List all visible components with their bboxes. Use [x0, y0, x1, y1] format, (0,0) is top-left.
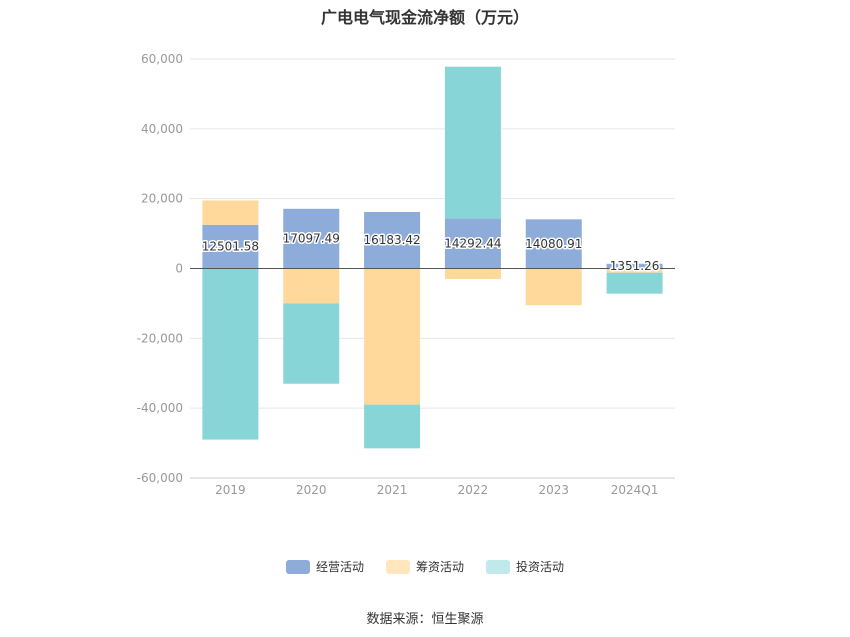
axes: 60,000 40,000 20,000 0 -20,000 -40,000 -60,000… — [137, 52, 675, 497]
data-label: 16183.42 — [363, 233, 420, 247]
data-label: 12501.58 — [202, 240, 259, 254]
legend-item[interactable]: 投资活动 — [486, 558, 564, 575]
legend-item[interactable]: 筹资活动 — [385, 558, 464, 575]
bar-segment[interactable] — [444, 218, 501, 269]
bar-segment[interactable] — [364, 404, 421, 449]
y-tick-label: -20,000 — [137, 331, 183, 345]
chart-title: 广电电气现金流净额（万元） — [320, 8, 529, 27]
x-tick-label: 2020 — [296, 483, 327, 497]
y-tick-label: 0 — [175, 262, 183, 276]
data-label: 1351.26 — [610, 259, 660, 273]
data-label: 14080.91 — [525, 237, 582, 251]
bar-segment[interactable] — [606, 263, 663, 269]
bar-segment[interactable] — [283, 303, 340, 384]
legend-swatch — [385, 559, 410, 574]
x-tick-label: 2019 — [215, 483, 246, 497]
bar-segment[interactable] — [525, 219, 582, 269]
bar-segment[interactable] — [202, 268, 259, 440]
bar-segment[interactable] — [525, 268, 582, 306]
gridlines — [190, 58, 675, 479]
legend-item[interactable]: 经营活动 — [285, 558, 364, 575]
legend: 经营活动 筹资活动 投资活动 — [0, 558, 850, 575]
bar-segment[interactable] — [283, 208, 340, 269]
y-tick-label: 40,000 — [141, 122, 183, 136]
bar-segment[interactable] — [364, 211, 421, 269]
bar-segment[interactable] — [202, 224, 259, 269]
x-tick-label: 2021 — [377, 483, 408, 497]
bar-segment[interactable] — [202, 200, 259, 225]
bar-segment[interactable] — [606, 268, 663, 273]
y-tick-label: -60,000 — [137, 471, 183, 485]
data-labels: 12501.58 17097.49 16183.42 14292.44 14080.91… — [200, 230, 661, 274]
x-tick-label: 2023 — [538, 483, 569, 497]
bar-group — [202, 66, 663, 449]
data-label: 17097.49 — [283, 232, 340, 246]
bar-segment[interactable] — [283, 268, 340, 304]
y-tick-label: 60,000 — [141, 52, 183, 66]
legend-swatch — [285, 559, 310, 574]
legend-label: 经营活动 — [315, 560, 364, 574]
legend-swatch — [486, 559, 510, 574]
y-tick-label: 20,000 — [141, 192, 183, 206]
legend-label: 筹资活动 — [415, 560, 464, 574]
source-note: 数据来源：恒生聚源 — [366, 612, 484, 627]
x-tick-label: 2024Q1 — [611, 483, 659, 497]
bar-segment[interactable] — [444, 268, 501, 279]
data-label: 14292.44 — [444, 237, 501, 251]
y-tick-label: -40,000 — [137, 401, 183, 415]
bar-segment[interactable] — [364, 268, 421, 405]
legend-label: 投资活动 — [516, 560, 565, 574]
bar-segment[interactable] — [444, 66, 501, 219]
bar-segment[interactable] — [606, 272, 663, 294]
x-tick-label: 2022 — [458, 483, 489, 497]
